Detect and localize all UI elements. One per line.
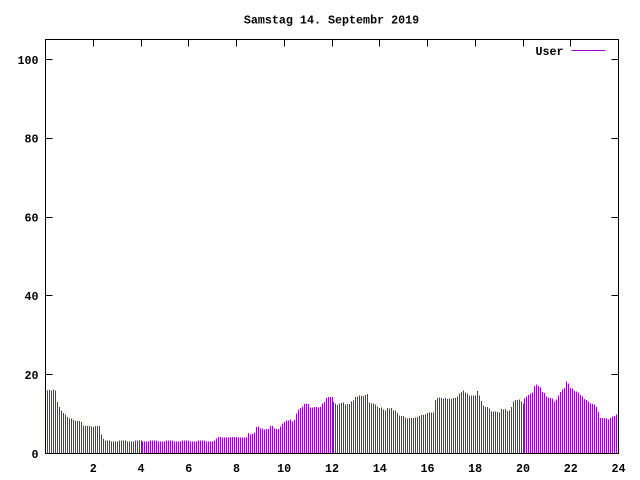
svg-text:6: 6 xyxy=(185,462,192,476)
svg-text:8: 8 xyxy=(233,462,240,476)
svg-text:10: 10 xyxy=(277,462,291,476)
svg-text:4: 4 xyxy=(137,462,144,476)
svg-text:User: User xyxy=(535,45,563,59)
svg-text:18: 18 xyxy=(468,462,482,476)
svg-text:20: 20 xyxy=(24,369,38,383)
svg-text:22: 22 xyxy=(564,462,578,476)
svg-text:40: 40 xyxy=(24,290,38,304)
svg-text:2: 2 xyxy=(90,462,97,476)
svg-text:24: 24 xyxy=(611,462,625,476)
svg-text:12: 12 xyxy=(325,462,339,476)
svg-text:Samstag 14. Septembr 2019: Samstag 14. Septembr 2019 xyxy=(244,14,419,28)
svg-text:80: 80 xyxy=(24,133,38,147)
svg-text:16: 16 xyxy=(420,462,434,476)
svg-text:60: 60 xyxy=(24,211,38,225)
svg-text:100: 100 xyxy=(17,54,38,68)
svg-text:20: 20 xyxy=(516,462,530,476)
svg-text:0: 0 xyxy=(31,448,38,462)
svg-text:14: 14 xyxy=(373,462,387,476)
